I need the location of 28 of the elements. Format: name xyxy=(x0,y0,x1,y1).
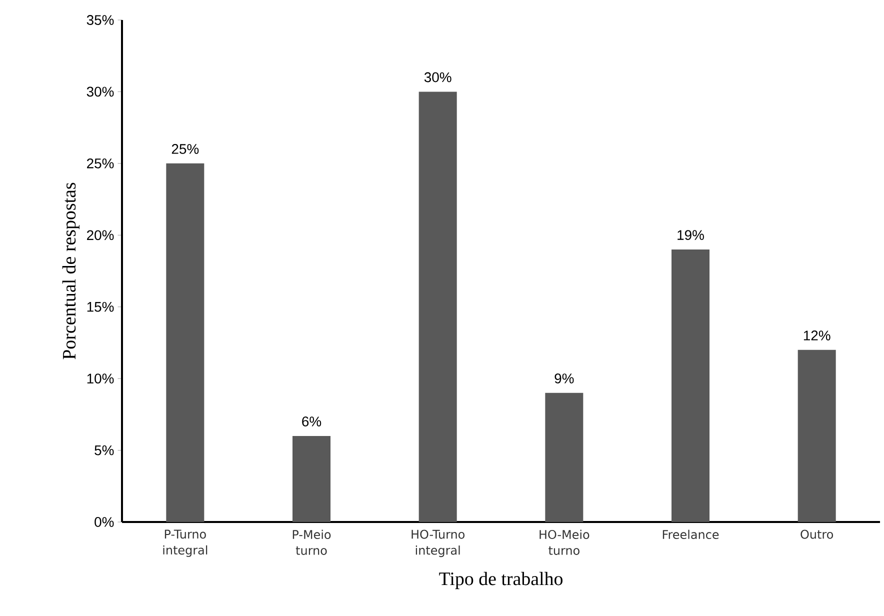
y-tick-label: 5% xyxy=(94,445,114,456)
data-label: 30% xyxy=(424,72,452,82)
x-tick-label: HO-Meio turno xyxy=(540,530,590,555)
y-tick-label: 20% xyxy=(87,230,114,240)
y-tick-label: 35% xyxy=(86,15,114,25)
y-tick-label: 0% xyxy=(94,517,114,527)
bar xyxy=(418,92,457,522)
bar xyxy=(798,350,836,522)
y-tick-label: 10% xyxy=(87,374,114,384)
bar xyxy=(166,163,204,522)
data-label: 25% xyxy=(172,144,199,154)
y-axis-title: Porcentual de respostas xyxy=(62,182,80,360)
data-label: 19% xyxy=(678,230,704,240)
x-axis-title: Tipo de trabalho xyxy=(439,572,562,590)
y-tick-label: 30% xyxy=(86,86,114,97)
y-tick-label: 15% xyxy=(87,302,114,312)
x-tick-label: P-Meio turno xyxy=(292,530,331,555)
data-label: 9% xyxy=(554,374,574,384)
bar xyxy=(672,249,710,522)
data-label: 6% xyxy=(302,416,322,426)
x-tick-label: Freelance xyxy=(662,530,719,540)
y-tick-label: 25% xyxy=(87,158,114,168)
x-tick-label: Outro xyxy=(800,530,834,539)
x-tick-label: P-Turno integral xyxy=(163,530,208,557)
bar xyxy=(292,436,331,522)
bar xyxy=(545,392,584,522)
x-tick-label: HO-Turno integral xyxy=(412,530,464,558)
data-label: 12% xyxy=(804,330,830,340)
